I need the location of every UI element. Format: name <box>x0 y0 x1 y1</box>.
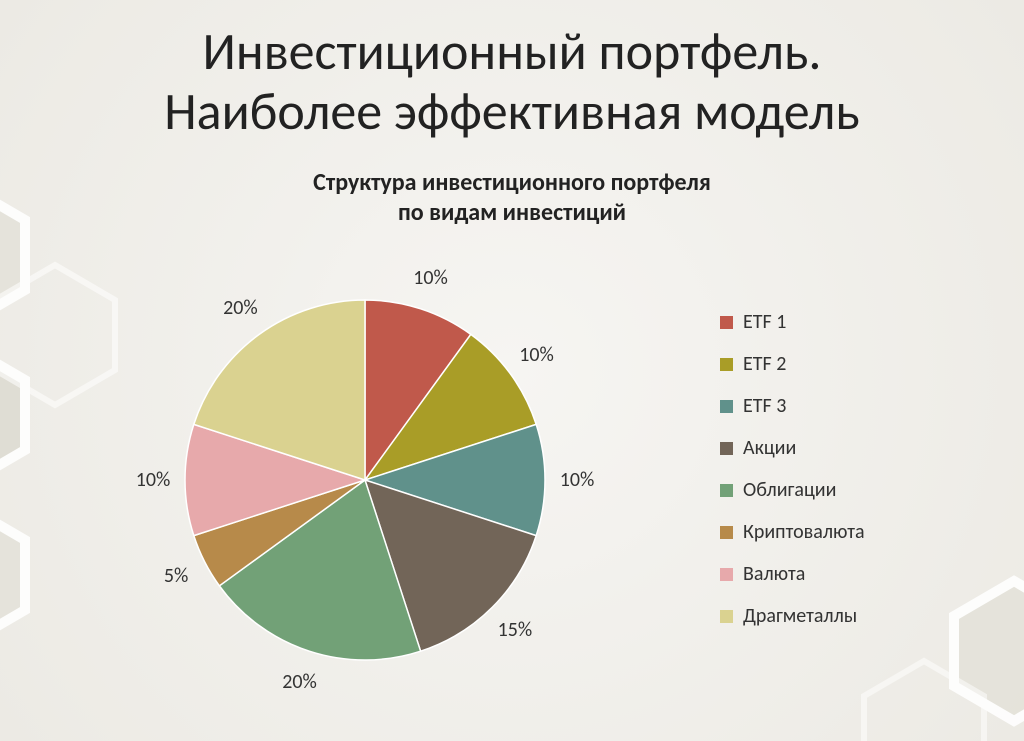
page-title: Инвестиционный портфель. Наиболее эффект… <box>0 22 1024 142</box>
pie-chart: 10%10%10%15%20%5%10%20% <box>165 260 565 700</box>
pie-slice-label: 20% <box>282 670 317 694</box>
legend-item: ETF 3 <box>720 394 1000 418</box>
legend-item: Драгметаллы <box>720 604 1000 628</box>
legend-item: ETF 1 <box>720 310 1000 334</box>
title-line1: Инвестиционный портфель. <box>0 22 1024 82</box>
legend-swatch <box>720 610 733 623</box>
pie-slice-label: 20% <box>223 296 258 320</box>
legend-swatch <box>720 442 733 455</box>
legend-swatch <box>720 400 733 413</box>
legend-label: ETF 2 <box>743 352 786 376</box>
legend-label: Облигации <box>743 478 836 502</box>
legend-label: Криптовалюта <box>743 520 865 544</box>
legend-swatch <box>720 568 733 581</box>
legend-label: Драгметаллы <box>743 604 857 628</box>
pie-slice-label: 10% <box>136 468 171 492</box>
legend-item: Криптовалюта <box>720 520 1000 544</box>
legend-item: ETF 2 <box>720 352 1000 376</box>
legend-item: Валюта <box>720 562 1000 586</box>
pie-slice-label: 10% <box>413 266 448 290</box>
legend-item: Акции <box>720 436 1000 460</box>
legend-label: Акции <box>743 436 796 460</box>
legend-swatch <box>720 484 733 497</box>
decor-hex-left <box>0 185 125 725</box>
legend-swatch <box>720 526 733 539</box>
subtitle-line1: Структура инвестиционного портфеля <box>0 168 1024 198</box>
pie-slice-label: 5% <box>164 564 188 588</box>
legend: ETF 1 ETF 2 ETF 3 Акции Облигации Криптовалют… <box>720 310 1000 646</box>
chart-subtitle: Структура инвестиционного портфеля по ви… <box>0 168 1024 228</box>
legend-swatch <box>720 358 733 371</box>
title-line2: Наиболее эффективная модель <box>0 82 1024 142</box>
pie-slice-label: 10% <box>560 468 595 492</box>
legend-label: ETF 3 <box>743 394 786 418</box>
subtitle-line2: по видам инвестиций <box>0 198 1024 228</box>
legend-label: Валюта <box>743 562 805 586</box>
pie-slice-label: 10% <box>519 343 554 367</box>
legend-item: Облигации <box>720 478 1000 502</box>
legend-swatch <box>720 316 733 329</box>
legend-label: ETF 1 <box>743 310 786 334</box>
pie-slice-label: 15% <box>498 618 533 642</box>
